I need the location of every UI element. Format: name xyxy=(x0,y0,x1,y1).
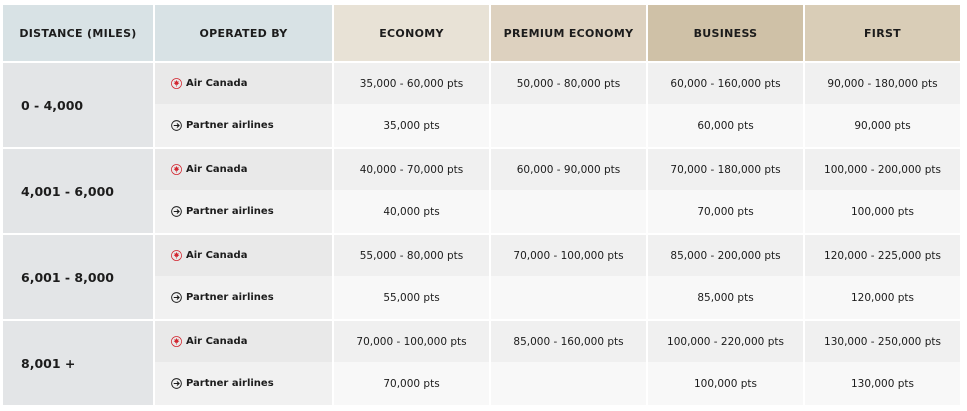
operator-label: Air Canada xyxy=(186,164,248,175)
airplane-circle-icon xyxy=(171,378,182,389)
price-premium-economy: 50,000 - 80,000 pts xyxy=(491,61,646,104)
maple-leaf-icon xyxy=(171,250,182,261)
operator-label: Air Canada xyxy=(186,336,248,347)
price-business: 60,000 pts xyxy=(648,104,803,147)
price-first: 120,000 pts xyxy=(805,276,960,319)
operator-label: Air Canada xyxy=(186,78,248,89)
price-first: 90,000 pts xyxy=(805,104,960,147)
price-economy: 35,000 - 60,000 pts xyxy=(334,61,489,104)
price-business: 100,000 pts xyxy=(648,362,803,405)
price-first: 100,000 - 200,000 pts xyxy=(805,147,960,190)
header-distance: DISTANCE (MILES) xyxy=(3,5,153,61)
price-business: 85,000 pts xyxy=(648,276,803,319)
price-first: 120,000 - 225,000 pts xyxy=(805,233,960,276)
distance-band: 8,001 + xyxy=(3,319,153,405)
price-economy: 70,000 pts xyxy=(334,362,489,405)
price-first: 100,000 pts xyxy=(805,190,960,233)
maple-leaf-icon xyxy=(171,164,182,175)
airplane-circle-icon xyxy=(171,120,182,131)
operator-air-canada: Air Canada xyxy=(155,319,332,362)
price-business: 70,000 pts xyxy=(648,190,803,233)
price-premium-economy xyxy=(491,362,646,405)
price-economy: 55,000 pts xyxy=(334,276,489,319)
price-economy: 55,000 - 80,000 pts xyxy=(334,233,489,276)
price-economy: 35,000 pts xyxy=(334,104,489,147)
airplane-circle-icon xyxy=(171,206,182,217)
distance-band: 0 - 4,000 xyxy=(3,61,153,147)
price-premium-economy xyxy=(491,276,646,319)
operator-label: Partner airlines xyxy=(186,120,274,131)
price-business: 85,000 - 200,000 pts xyxy=(648,233,803,276)
maple-leaf-icon xyxy=(171,336,182,347)
price-business: 100,000 - 220,000 pts xyxy=(648,319,803,362)
maple-leaf-icon xyxy=(171,78,182,89)
price-first: 130,000 - 250,000 pts xyxy=(805,319,960,362)
price-business: 60,000 - 160,000 pts xyxy=(648,61,803,104)
operator-air-canada: Air Canada xyxy=(155,61,332,104)
price-economy: 70,000 - 100,000 pts xyxy=(334,319,489,362)
operator-label: Partner airlines xyxy=(186,378,274,389)
distance-band: 4,001 - 6,000 xyxy=(3,147,153,233)
operator-air-canada: Air Canada xyxy=(155,147,332,190)
operator-label: Partner airlines xyxy=(186,292,274,303)
operator-label: Partner airlines xyxy=(186,206,274,217)
price-premium-economy: 60,000 - 90,000 pts xyxy=(491,147,646,190)
operator-partner: Partner airlines xyxy=(155,362,332,405)
operator-label: Air Canada xyxy=(186,250,248,261)
operator-partner: Partner airlines xyxy=(155,104,332,147)
price-first: 90,000 - 180,000 pts xyxy=(805,61,960,104)
operator-air-canada: Air Canada xyxy=(155,233,332,276)
price-business: 70,000 - 180,000 pts xyxy=(648,147,803,190)
price-premium-economy xyxy=(491,190,646,233)
operator-partner: Partner airlines xyxy=(155,276,332,319)
header-first: FIRST xyxy=(805,5,960,61)
award-chart-table: DISTANCE (MILES) OPERATED BY ECONOMY PRE… xyxy=(3,5,960,405)
header-premium-economy: PREMIUM ECONOMY xyxy=(491,5,646,61)
price-economy: 40,000 - 70,000 pts xyxy=(334,147,489,190)
price-premium-economy: 85,000 - 160,000 pts xyxy=(491,319,646,362)
price-first: 130,000 pts xyxy=(805,362,960,405)
operator-partner: Partner airlines xyxy=(155,190,332,233)
price-premium-economy: 70,000 - 100,000 pts xyxy=(491,233,646,276)
price-premium-economy xyxy=(491,104,646,147)
airplane-circle-icon xyxy=(171,292,182,303)
header-business: BUSINESS xyxy=(648,5,803,61)
distance-band: 6,001 - 8,000 xyxy=(3,233,153,319)
header-economy: ECONOMY xyxy=(334,5,489,61)
header-operated-by: OPERATED BY xyxy=(155,5,332,61)
price-economy: 40,000 pts xyxy=(334,190,489,233)
